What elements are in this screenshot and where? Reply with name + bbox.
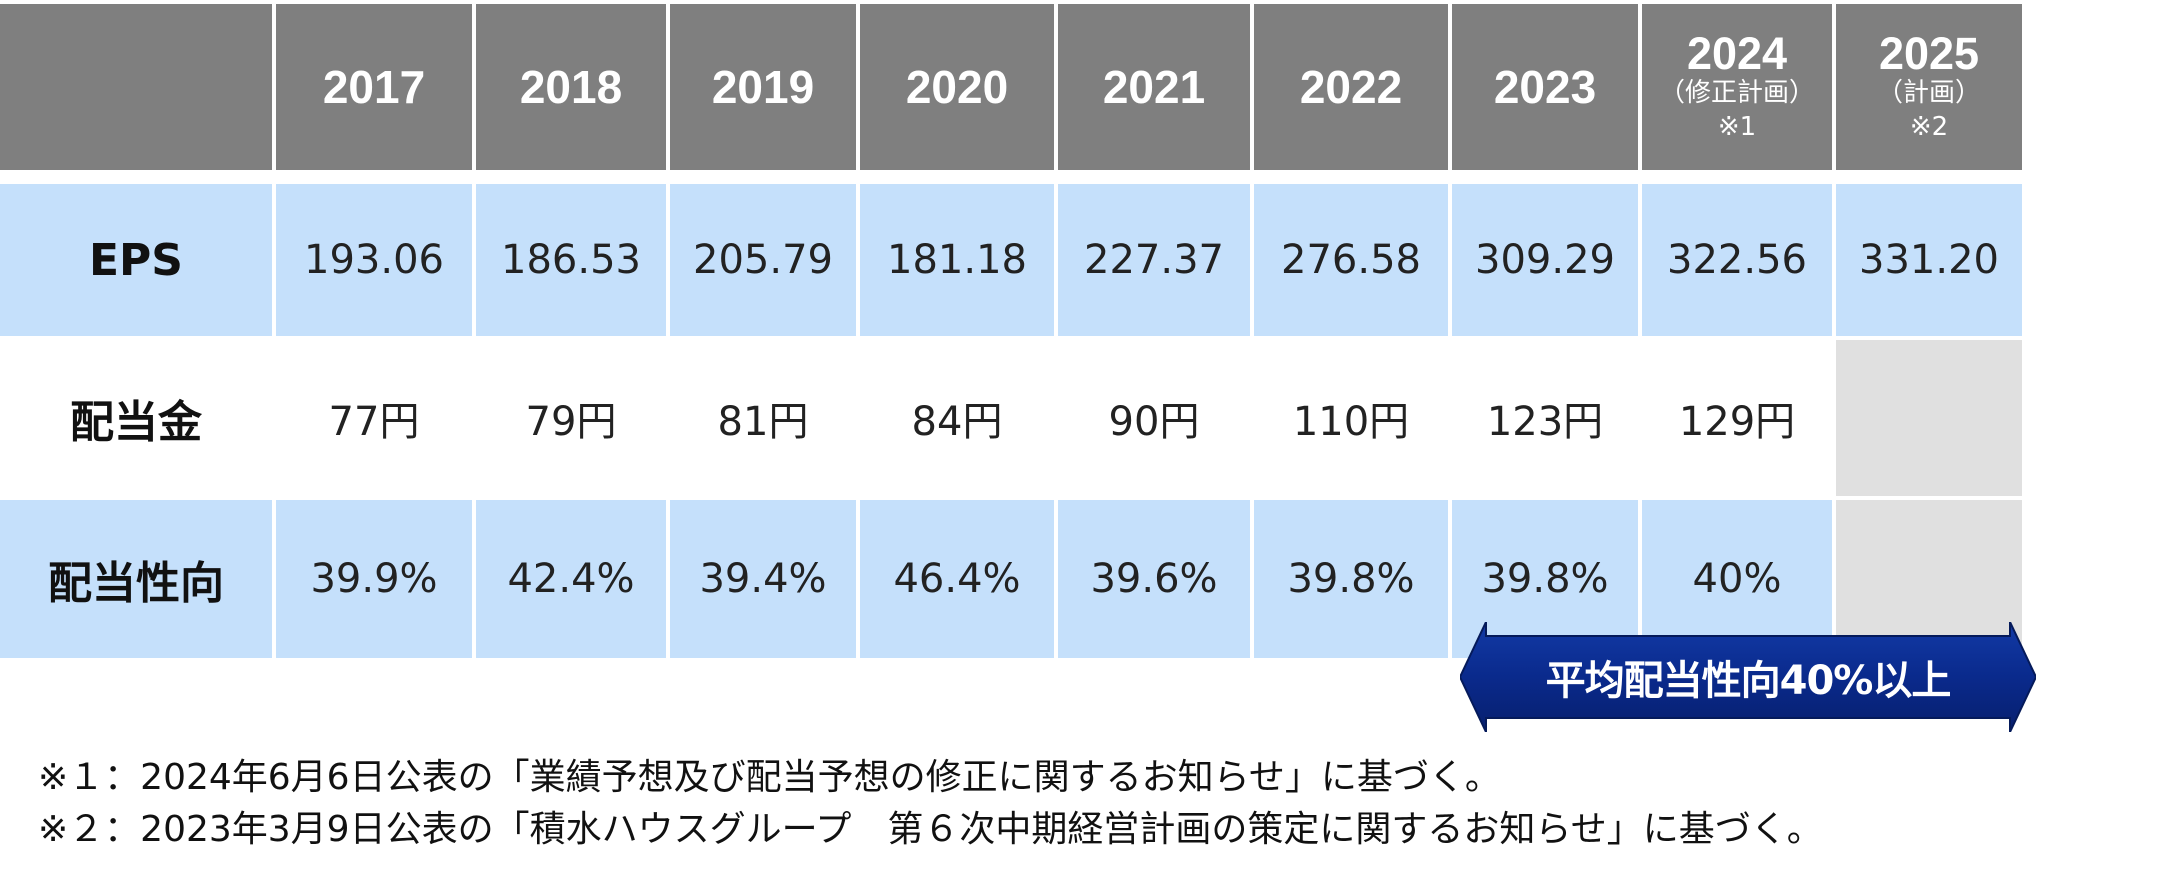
year-label: 2017	[322, 61, 426, 113]
cell-value: 77円	[328, 399, 420, 445]
payout-cell-2024: 40%	[1642, 500, 1832, 658]
header-year-2017: 2017	[276, 4, 472, 170]
row-label-payout-ratio: 配当性向	[0, 500, 272, 658]
header-corner-cell	[0, 4, 272, 170]
dividend-cell-2019: 81円	[670, 340, 856, 496]
year-label: 2025	[1878, 27, 1980, 79]
payout-cell-2021: 39.6%	[1058, 500, 1250, 658]
cell-value: 39.8%	[1287, 556, 1415, 602]
cell-value: 40%	[1692, 556, 1782, 602]
year-footnote-mark: ※1	[1717, 111, 1757, 142]
cell-value: 309.29	[1475, 237, 1615, 283]
double-arrow-shape	[1460, 622, 2036, 732]
eps-cell-2019: 205.79	[670, 184, 856, 336]
cell-value: 129円	[1678, 399, 1796, 445]
payout-cell-2020: 46.4%	[860, 500, 1054, 658]
dividend-cell-2020: 84円	[860, 340, 1054, 496]
eps-cell-2021: 227.37	[1058, 184, 1250, 336]
eps-cell-2017: 193.06	[276, 184, 472, 336]
eps-cell-2025: 331.20	[1836, 184, 2022, 336]
dividend-cell-2021: 90円	[1058, 340, 1250, 496]
year-plan-note: （計画）	[1876, 77, 1981, 108]
cell-value: 186.53	[501, 237, 641, 283]
cell-value: 81円	[717, 399, 809, 445]
cell-value: 39.8%	[1481, 556, 1609, 602]
eps-cell-2024: 322.56	[1642, 184, 1832, 336]
cell-value: 79円	[525, 399, 617, 445]
header-year-2023: 2023	[1452, 4, 1638, 170]
cell-value: 205.79	[693, 237, 833, 283]
year-label-stack: 2025 （計画） ※2	[1876, 27, 1981, 145]
year-label: 2022	[1299, 61, 1403, 113]
header-year-2025: 2025 （計画） ※2	[1836, 4, 2022, 170]
cell-value: 110円	[1292, 399, 1410, 445]
payout-target-arrow	[1460, 622, 2036, 732]
year-plan-note: （修正計画）	[1658, 77, 1815, 108]
dividend-cell-2018: 79円	[476, 340, 666, 496]
footnote-1: ※１：2024年6月6日公表の「業績予想及び配当予想の修正に関するお知らせ」に基…	[38, 757, 1501, 798]
cell-value: 181.18	[887, 237, 1027, 283]
eps-cell-2022: 276.58	[1254, 184, 1448, 336]
header-year-2020: 2020	[860, 4, 1054, 170]
year-label: 2019	[711, 61, 815, 113]
year-label: 2018	[519, 61, 623, 113]
cell-value: 90円	[1108, 399, 1200, 445]
footnote-2: ※２：2023年3月9日公表の「積水ハウスグループ 第６次中期経営計画の策定に関…	[38, 809, 1823, 850]
cell-value: 39.4%	[699, 556, 827, 602]
eps-cell-2020: 181.18	[860, 184, 1054, 336]
header-year-2019: 2019	[670, 4, 856, 170]
header-year-2018: 2018	[476, 4, 666, 170]
year-label: 2024	[1686, 27, 1788, 79]
header-year-2024: 2024 （修正計画） ※1	[1642, 4, 1832, 170]
cell-value: 84円	[911, 399, 1003, 445]
dividend-cell-2017: 77円	[276, 340, 472, 496]
cell-value: 322.56	[1667, 237, 1807, 283]
year-label-stack: 2024 （修正計画） ※1	[1658, 27, 1815, 145]
row-label: 配当性向	[48, 558, 224, 609]
dividend-cell-2022: 110円	[1254, 340, 1448, 496]
dividend-cell-2023: 123円	[1452, 340, 1638, 496]
year-footnote-mark: ※2	[1909, 111, 1949, 142]
header-year-2021: 2021	[1058, 4, 1250, 170]
dividend-cell-2025	[1836, 340, 2022, 496]
row-label: EPS	[89, 234, 183, 286]
cell-value: 227.37	[1084, 237, 1224, 283]
row-label: 配当金	[70, 397, 202, 448]
cell-value: 42.4%	[507, 556, 635, 602]
cell-value: 39.9%	[310, 556, 438, 602]
cell-value: 123円	[1486, 399, 1604, 445]
payout-cell-2022: 39.8%	[1254, 500, 1448, 658]
row-label-dividend: 配当金	[0, 340, 272, 496]
footnotes: ※１：2024年6月6日公表の「業績予想及び配当予想の修正に関するお知らせ」に基…	[38, 752, 1823, 856]
year-label: 2020	[905, 61, 1009, 113]
eps-cell-2018: 186.53	[476, 184, 666, 336]
payout-cell-2025	[1836, 500, 2022, 658]
cell-value: 193.06	[304, 237, 444, 283]
cell-value: 331.20	[1859, 237, 1999, 283]
header-year-2022: 2022	[1254, 4, 1448, 170]
payout-cell-2019: 39.4%	[670, 500, 856, 658]
eps-cell-2023: 309.29	[1452, 184, 1638, 336]
payout-target-label: 平均配当性向40%以上	[1545, 658, 1952, 704]
year-label: 2021	[1102, 61, 1206, 113]
payout-cell-2017: 39.9%	[276, 500, 472, 658]
row-label-eps: EPS	[0, 184, 272, 336]
cell-value: 276.58	[1281, 237, 1421, 283]
cell-value: 39.6%	[1090, 556, 1218, 602]
cell-value: 46.4%	[893, 556, 1021, 602]
dividend-cell-2024: 129円	[1642, 340, 1832, 496]
year-label: 2023	[1493, 61, 1597, 113]
payout-cell-2018: 42.4%	[476, 500, 666, 658]
